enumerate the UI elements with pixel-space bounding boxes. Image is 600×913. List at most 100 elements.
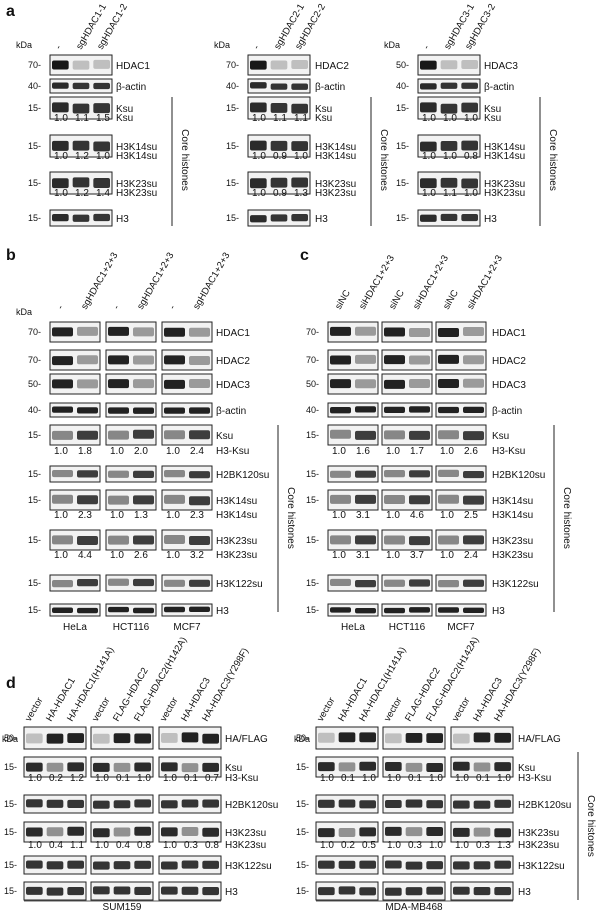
blot-band	[438, 535, 459, 545]
quant-value: 1.0	[137, 773, 151, 784]
blot-band	[77, 430, 98, 440]
blot-band	[250, 82, 267, 89]
blot-band	[189, 606, 210, 613]
kda-marker: 15-	[396, 178, 409, 188]
cell-line-label: HCT116	[113, 622, 150, 633]
quant-value: 2.4	[190, 446, 204, 457]
blot-band	[133, 470, 154, 478]
panel-b-blot-H2BK120su	[105, 465, 157, 483]
panel-d-col: vector	[90, 696, 112, 724]
panel-c-blot-H2BK120su	[327, 465, 379, 483]
kda-marker: 15-	[28, 535, 41, 545]
quant-value: 1.0	[294, 151, 308, 162]
panel-d-blot-H3K122su	[23, 855, 87, 875]
panel-d-blot-Ksu	[23, 756, 87, 778]
kda-marker: 15-	[296, 860, 309, 870]
panel-b-blot-HDAC3	[161, 373, 213, 395]
blot-label: H2BK120su	[518, 800, 571, 811]
quant-value: 4.4	[78, 550, 92, 561]
panel-a-col-2-0: -	[421, 43, 432, 51]
panel-d-blot-H3K122su	[158, 855, 222, 875]
blot-band	[72, 103, 90, 114]
blot-band	[438, 328, 459, 338]
blot-label: HDAC3	[484, 61, 518, 72]
core-histones-label: Core histones	[561, 487, 572, 549]
quant-value: 1.0	[455, 773, 469, 784]
blot-band	[453, 861, 470, 870]
blot-band	[108, 470, 129, 478]
quant-value: 1.5	[96, 113, 110, 124]
quant-label: H3K23su	[518, 840, 559, 851]
quant-value: 1.0	[440, 446, 454, 457]
panel-b-blot-H2BK120su	[161, 465, 213, 483]
blot-band	[409, 495, 430, 505]
blot-band	[134, 826, 151, 836]
blot-band	[93, 861, 110, 870]
quant-value: 1.0	[320, 840, 334, 851]
panel-d-col: vector	[450, 696, 472, 724]
blot-band	[438, 354, 459, 364]
blot-band	[52, 379, 73, 389]
panel-d-blot-HA/FLAG	[23, 726, 87, 750]
blot-band	[384, 495, 405, 505]
panel-d-blot-H3	[23, 881, 87, 901]
quant-value: 1.0	[252, 151, 266, 162]
blot-band	[318, 828, 335, 838]
blot-label: HDAC2	[216, 356, 250, 367]
blot-band	[133, 607, 154, 614]
panel-a-blot-HDAC3	[417, 54, 481, 76]
blot-band	[359, 827, 376, 837]
panel-c-blot-HDAC3	[381, 373, 433, 395]
panel-a-blot-β-actin	[49, 78, 113, 94]
kda-marker: 15-	[226, 213, 239, 223]
blot-label: Ksu	[484, 104, 501, 115]
blot-band	[72, 177, 90, 188]
panel-c-blot-H3K122su	[435, 574, 487, 592]
blot-label: H3	[225, 887, 238, 898]
blot-band	[330, 407, 351, 414]
quant-value: 1.0	[422, 188, 436, 199]
quant-label: H3K23su	[315, 188, 356, 199]
panel-b-blot-HDAC1	[161, 321, 213, 343]
blot-band	[420, 102, 437, 113]
blot-band	[250, 215, 267, 223]
quant-value: 0.9	[273, 151, 287, 162]
blot-band	[270, 60, 288, 70]
blot-band	[202, 762, 219, 772]
blot-label: H3K23su	[216, 536, 257, 547]
blot-band	[384, 355, 405, 365]
panel-d-blot-H2BK120su	[158, 794, 222, 814]
blot-band	[77, 579, 98, 587]
blot-band	[26, 762, 43, 772]
quant-value: 1.0	[54, 510, 68, 521]
blot-band	[384, 470, 405, 478]
kda-marker: 70-	[306, 355, 319, 365]
panel-d-blot-H3K122su	[315, 855, 379, 875]
blot-label: H3	[518, 887, 531, 898]
quant-value: 1.0	[163, 773, 177, 784]
blot-band	[164, 534, 185, 544]
blot-band	[164, 355, 185, 365]
blot-label: β-actin	[116, 82, 146, 93]
kda-marker: 15-	[28, 469, 41, 479]
blot-band	[161, 886, 178, 895]
blot-band	[46, 861, 64, 870]
blot-band	[108, 430, 129, 440]
quant-value: 1.0	[362, 773, 376, 784]
blot-band	[355, 326, 376, 336]
kda-marker: 15-	[28, 178, 41, 188]
panel-b-kda: kDa	[16, 307, 32, 317]
quant-value: 3.1	[356, 550, 370, 561]
blot-band	[473, 861, 491, 870]
blot-band	[133, 495, 154, 505]
quant-value: 2.0	[134, 446, 148, 457]
blot-band	[355, 430, 376, 440]
blot-label: HDAC3	[216, 380, 250, 391]
core-histones-label: Core histones	[585, 795, 596, 857]
blot-band	[93, 800, 110, 809]
blot-band	[461, 59, 478, 69]
blot-band	[181, 763, 199, 773]
blot-band	[164, 430, 185, 440]
quant-label: H3-Ksu	[216, 446, 249, 457]
